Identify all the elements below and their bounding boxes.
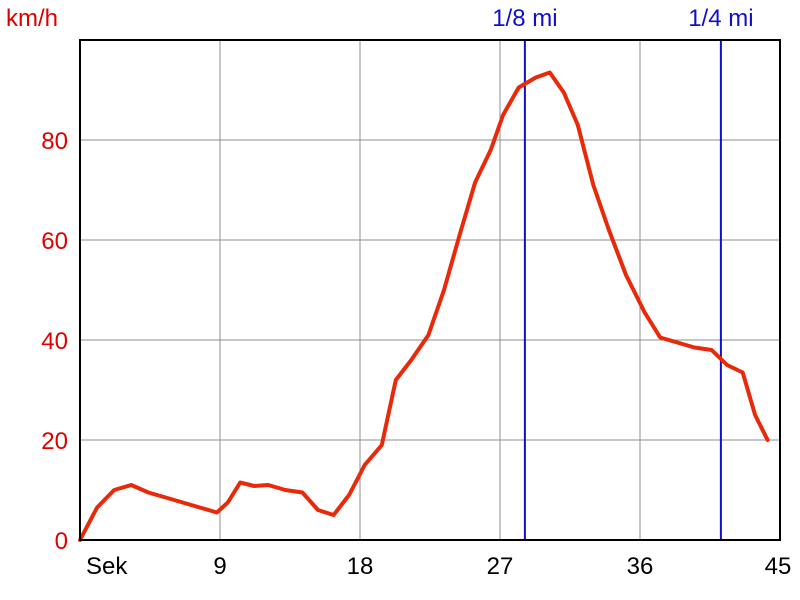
y-tick-label: 60 <box>41 228 68 255</box>
plot-frame <box>79 39 781 541</box>
x-tick-label: 9 <box>213 553 226 580</box>
y-tick-labels: 0 20 40 60 80 <box>41 128 68 555</box>
distance-markers: 1/8 mi 1/4 mi <box>492 5 754 540</box>
grid <box>80 40 780 540</box>
x-tick-label: 27 <box>487 553 514 580</box>
x-tick-label: 36 <box>627 553 654 580</box>
y-tick-label: 20 <box>41 428 68 455</box>
x-tick-label: 18 <box>347 553 374 580</box>
y-tick-label: 40 <box>41 328 68 355</box>
y-axis-label: km/h <box>6 5 58 32</box>
speed-line <box>78 70 770 542</box>
distance-marker-label: 1/8 mi <box>492 5 557 32</box>
x-tick-label: 45 <box>765 553 792 580</box>
y-tick-label: 0 <box>55 528 68 555</box>
x-axis-label: Sek <box>86 553 128 580</box>
distance-marker-label: 1/4 mi <box>688 5 753 32</box>
series-group <box>78 70 770 542</box>
y-tick-label: 80 <box>41 128 68 155</box>
x-tick-labels: 9 18 27 36 45 <box>213 553 791 580</box>
